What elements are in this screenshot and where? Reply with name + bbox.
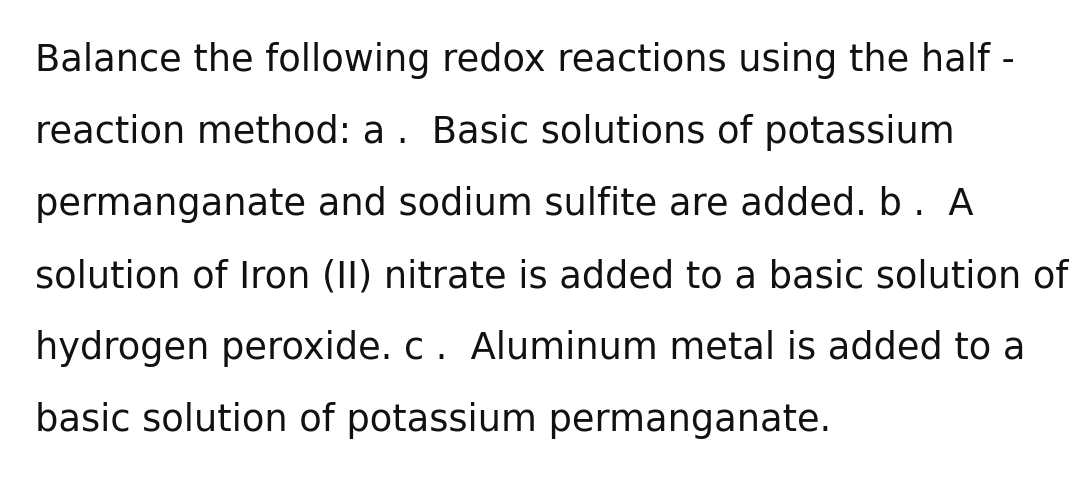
Text: Balance the following redox reactions using the half -: Balance the following redox reactions us… bbox=[35, 42, 1015, 79]
Text: basic solution of potassium permanganate.: basic solution of potassium permanganate… bbox=[35, 402, 832, 439]
Text: reaction method: a .  Basic solutions of potassium: reaction method: a . Basic solutions of … bbox=[35, 114, 955, 151]
Text: solution of Iron (II) nitrate is added to a basic solution of: solution of Iron (II) nitrate is added t… bbox=[35, 258, 1068, 295]
Text: hydrogen peroxide. c .  Aluminum metal is added to a: hydrogen peroxide. c . Aluminum metal is… bbox=[35, 330, 1026, 367]
Text: permanganate and sodium sulfite are added. b .  A: permanganate and sodium sulfite are adde… bbox=[35, 186, 973, 223]
